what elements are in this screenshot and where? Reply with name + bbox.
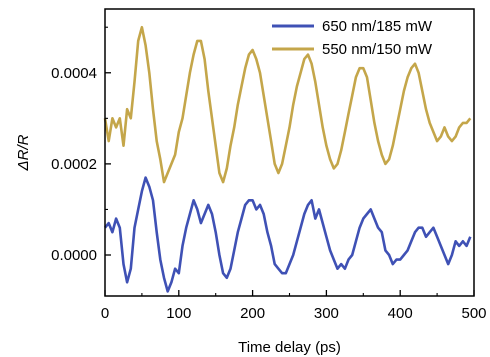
- x-tick-label: 200: [240, 305, 265, 322]
- series-layer: [103, 25, 472, 293]
- legend-label-650nm: 650 nm/185 mW: [322, 18, 433, 35]
- y-axis-label: ΔR/R: [15, 134, 32, 171]
- legend: 650 nm/185 mW 550 nm/150 mW: [272, 18, 433, 58]
- axis-tick-labels: 0 100 200 300 400 500 0.0000 0.0002 0.0004: [51, 65, 486, 322]
- x-tick-label: 300: [314, 305, 339, 322]
- x-tick-label: 100: [166, 305, 191, 322]
- y-tick-label: 0.0000: [51, 247, 97, 264]
- x-tick-label: 500: [461, 305, 486, 322]
- legend-label-550nm: 550 nm/150 mW: [322, 41, 433, 58]
- y-tick-label: 0.0002: [51, 156, 97, 173]
- series-line-1: [103, 25, 472, 184]
- axis-ticks: [104, 26, 475, 296]
- series-line-0: [103, 176, 472, 293]
- x-tick-label: 0: [101, 305, 109, 322]
- y-tick-label: 0.0004: [51, 65, 97, 82]
- x-tick-label: 400: [388, 305, 413, 322]
- x-axis-label: Time delay (ps): [238, 339, 341, 356]
